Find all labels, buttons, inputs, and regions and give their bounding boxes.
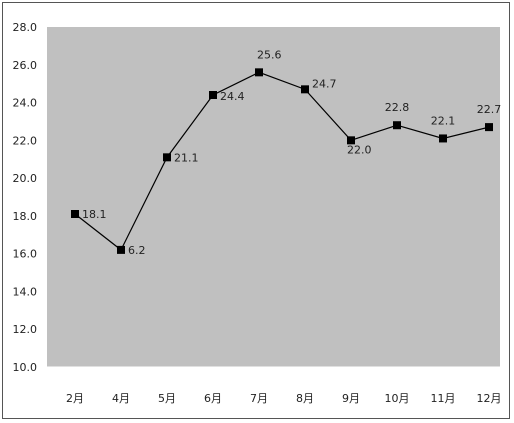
data-label: 25.6 bbox=[257, 48, 282, 61]
x-tick-label: 7月 bbox=[250, 392, 268, 405]
data-markers bbox=[71, 68, 493, 254]
x-tick-label: 10月 bbox=[385, 392, 410, 405]
x-tick-label: 11月 bbox=[431, 392, 456, 405]
data-point-marker bbox=[71, 210, 79, 218]
x-tick-label: 2月 bbox=[66, 392, 84, 405]
data-label: 24.7 bbox=[312, 77, 337, 90]
data-point-marker bbox=[255, 68, 263, 77]
data-label: 24.4 bbox=[220, 90, 245, 103]
x-tick-label: 6月 bbox=[204, 392, 222, 405]
y-tick-label: 20.0 bbox=[13, 172, 38, 185]
line-chart: 10.0 12.0 14.0 16.0 18.0 20.0 22.0 24.0 26.0 28.0… bbox=[13, 21, 502, 405]
data-labels: 18.1 6.2 21.1 24.4 25.6 24.7 22.0 22.8 22.1 22.7 bbox=[82, 48, 501, 257]
chart-frame: 10.0 12.0 14.0 16.0 18.0 20.0 22.0 24.0 26.0 28.0… bbox=[2, 2, 510, 419]
y-tick-label: 12.0 bbox=[13, 323, 38, 336]
series-line bbox=[74, 71, 490, 251]
plot-area bbox=[47, 27, 500, 367]
data-point-marker bbox=[393, 121, 401, 130]
x-tick-label: 12月 bbox=[477, 392, 502, 405]
data-point-marker bbox=[163, 153, 171, 162]
y-axis: 10.0 12.0 14.0 16.0 18.0 20.0 22.0 24.0 26.0 28.0 bbox=[13, 21, 38, 374]
x-tick-label: 8月 bbox=[296, 392, 314, 405]
data-label: 22.0 bbox=[347, 143, 372, 156]
data-point-marker bbox=[347, 136, 355, 145]
x-axis: 2月 4月 5月 6月 7月 8月 9月 10月 11月 12月 bbox=[66, 392, 502, 405]
x-tick-label: 5月 bbox=[158, 392, 176, 405]
data-label: 22.1 bbox=[431, 114, 456, 127]
y-tick-label: 26.0 bbox=[13, 59, 38, 72]
x-tick-label: 9月 bbox=[342, 392, 360, 405]
data-point-marker bbox=[301, 85, 309, 94]
data-point-marker bbox=[485, 123, 493, 132]
y-tick-label: 28.0 bbox=[13, 21, 38, 34]
data-label: 22.8 bbox=[385, 101, 410, 114]
data-point-marker bbox=[117, 245, 125, 254]
y-tick-label: 16.0 bbox=[13, 248, 38, 261]
data-label: 6.2 bbox=[128, 244, 146, 257]
y-tick-label: 22.0 bbox=[13, 134, 38, 147]
data-point-marker bbox=[439, 134, 447, 143]
x-tick-label: 4月 bbox=[112, 392, 130, 405]
data-label: 22.7 bbox=[477, 103, 502, 116]
y-tick-label: 10.0 bbox=[13, 361, 38, 374]
y-tick-label: 24.0 bbox=[13, 97, 38, 110]
data-label: 21.1 bbox=[174, 151, 199, 164]
y-tick-label: 14.0 bbox=[13, 285, 38, 298]
data-label: 18.1 bbox=[82, 208, 107, 221]
data-point-marker bbox=[209, 91, 217, 99]
y-tick-label: 18.0 bbox=[13, 210, 38, 223]
